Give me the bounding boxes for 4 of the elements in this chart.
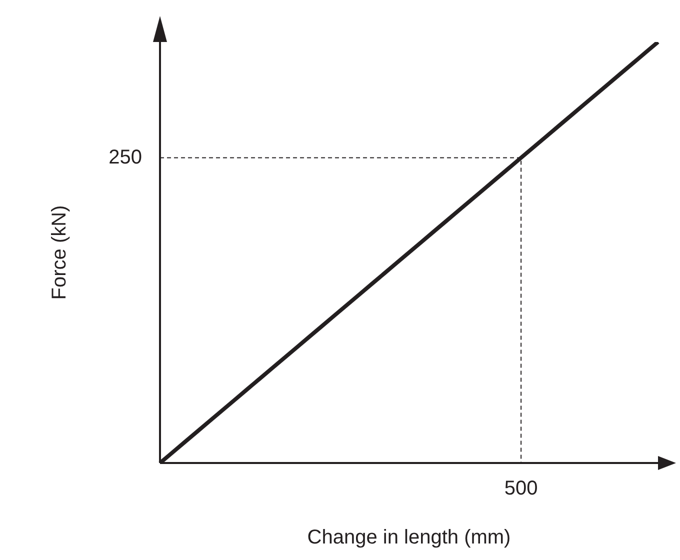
x-axis-title: Change in length (mm) [307,526,511,549]
y-axis-title: Force (kN) [48,205,71,300]
text: 250 [108,146,142,168]
text: 500 [504,478,538,500]
